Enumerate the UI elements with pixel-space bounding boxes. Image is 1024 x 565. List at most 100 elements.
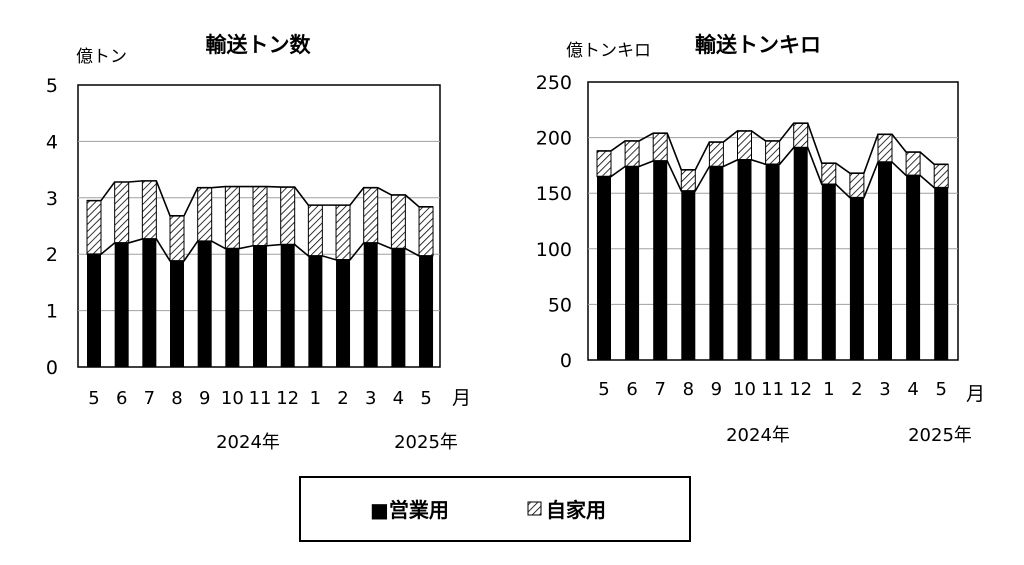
x-tick-label: 7 [654,379,665,400]
bar-eigyo [934,187,949,360]
legend-eigyo-label: ■営業用 [370,498,449,522]
bar-eigyo [709,166,724,360]
bar-jika [114,181,130,244]
bar-eigyo [253,245,268,367]
bar-eigyo [142,238,157,367]
x-tick-label: 4 [393,388,404,409]
series-line-total [597,122,949,174]
y-tick-label: 250 [536,72,572,94]
x-tick-label: 6 [626,379,637,400]
x-tick-label: 2 [337,388,348,409]
y-tick-label: 50 [548,294,572,316]
x-tick-label: 10 [221,388,244,409]
bar-eigyo [597,176,611,360]
bar-jika [849,172,865,199]
y-tick-label: 2 [46,244,58,266]
bar-eigyo [391,248,406,367]
bar-eigyo [170,260,185,367]
bar-jika [335,204,351,261]
legend-box [299,476,691,542]
x-tick-label: 6 [116,388,127,409]
bar-jika [363,187,379,244]
x-tick-label: 2 [851,379,862,400]
x-tick-label: 1 [310,388,321,409]
bar-jika [877,133,893,163]
bar-eigyo [419,255,434,367]
x-tick-label: 5 [420,388,431,409]
bar-jika [596,150,612,178]
y-tick-label: 150 [536,183,572,205]
stack-lines [597,122,949,199]
series-line-eigyo [597,146,949,199]
x-ticks: 5 6 7 8 9 10 11 12 1 2 3 4 5 [88,388,431,409]
bar-jika [737,130,752,161]
bar-eigyo [765,164,780,360]
bars [86,180,434,367]
x-tick-label: 12 [276,388,299,409]
x-tick-label: 11 [761,379,784,400]
x-tick-label: 5 [598,379,609,400]
x-tick-label: 11 [249,388,272,409]
bar-jika [765,140,781,165]
bar-jika [169,215,185,262]
bar-eigyo [625,166,640,360]
bar-jika [390,194,406,250]
bar-eigyo [653,160,668,360]
year-label-2025: 2025年 [394,432,458,453]
x-tick-label: 3 [879,379,890,400]
x-tick-label: 7 [144,388,155,409]
bar-jika [652,132,668,162]
legend: ■営業用 自家用 [299,476,691,542]
series-line-eigyo [87,238,434,262]
bar-eigyo [114,242,129,367]
bar-eigyo [793,147,808,360]
y-tick-label: 4 [46,131,58,153]
bar-jika [197,187,213,242]
bar-eigyo [681,190,696,360]
year-label-2025: 2025年 [908,425,972,446]
bar-eigyo [336,259,351,367]
y-tick-label: 1 [46,301,58,323]
x-tick-label: 5 [88,388,99,409]
bar-jika [224,186,240,250]
bars [596,122,949,360]
y-tick-label: 100 [536,239,572,261]
bar-jika [252,186,268,247]
bar-jika [933,163,949,189]
bar-eigyo [878,162,892,360]
bar-eigyo [849,197,864,360]
x-tick-label: 8 [683,379,694,400]
bar-eigyo [225,248,240,367]
bar-jika [821,162,837,185]
x-tick-label: 5 [935,379,946,400]
year-label-2024: 2024年 [216,432,280,453]
unit-label: 億トンキロ [566,41,651,61]
y-tick-label: 200 [536,128,572,150]
series-line-total [87,180,434,217]
bar-jika [418,206,434,257]
bar-jika [624,140,640,168]
y-ticks: 0 50 100 150 200 250 [536,72,572,372]
bar-eigyo [280,244,295,367]
y-tick-label: 0 [46,357,58,379]
y-tick-label: 5 [46,75,58,97]
month-label: 月 [966,383,985,405]
bar-jika [307,204,323,257]
y-ticks: 0 1 2 3 4 5 [46,75,58,379]
legend-jika-swatch [527,501,542,516]
bar-eigyo [363,242,378,367]
bar-jika [708,141,724,168]
unit-label: 億トン [76,47,127,67]
x-tick-label: 4 [907,379,918,400]
bar-jika [141,180,157,240]
x-tick-label: 8 [171,388,182,409]
bar-eigyo [821,184,836,360]
y-tick-label: 0 [560,350,572,372]
x-tick-label: 9 [199,388,210,409]
x-tick-label: 10 [733,379,756,400]
y-tick-label: 3 [46,188,58,210]
x-tick-label: 3 [365,388,376,409]
